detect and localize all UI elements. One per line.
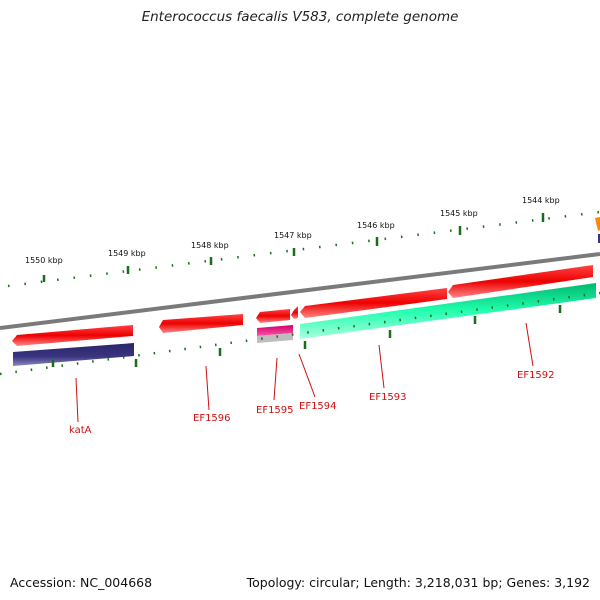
gene-labels: katA EF1596 EF1595 EF1594 EF1593 EF1592 [69,370,555,436]
kbp-label: 1547 kbp [274,231,312,240]
gene-ef1594-arrow[interactable] [291,306,298,319]
orf-orange-edge[interactable] [595,217,600,231]
outer-scale [7,210,600,288]
orf-teal-bar[interactable] [300,283,596,339]
gene-ef1596-arrow[interactable] [159,314,243,333]
leader-ef1596 [205,365,210,411]
gene-label-ef1594[interactable]: EF1594 [299,401,337,412]
leader-ef1595 [273,357,278,401]
forward-genes [12,265,593,346]
kbp-label: 1545 kbp [440,209,478,218]
kbp-label: 1548 kbp [191,241,229,250]
kbp-label: 1546 kbp [357,221,395,230]
gene-label-ef1596[interactable]: EF1596 [193,413,231,424]
leader-ef1593 [378,344,385,389]
gene-ef1593-arrow[interactable] [300,288,447,318]
kbp-labels: 1550 kbp 1549 kbp 1548 kbp 1547 kbp 1546… [25,196,560,265]
accession-text: Accession: NC_004668 [10,575,153,590]
orf-magenta-bar[interactable] [257,325,293,336]
kbp-label: 1549 kbp [108,249,146,258]
gene-label-ef1592[interactable]: EF1592 [517,370,555,381]
gene-label-ef1593[interactable]: EF1593 [369,392,407,403]
leader-ef1592 [525,322,534,367]
kbp-label: 1550 kbp [25,256,63,265]
topology-text: Topology: circular; Length: 3,218,031 bp… [246,575,590,590]
gene-ef1592-arrow[interactable] [448,265,593,298]
leader-kata [75,377,79,423]
outer-scale-dots [7,210,600,288]
gene-label-kata[interactable]: katA [69,425,92,436]
kbp-label: 1544 kbp [522,196,560,205]
map-title: Enterococcus faecalis V583, complete gen… [141,9,459,25]
orf-grey-bar[interactable] [257,333,293,343]
gene-label-ef1595[interactable]: EF1595 [256,405,294,416]
orf-navy-bar[interactable] [13,343,134,366]
gene-ef1595-arrow[interactable] [256,309,290,323]
inner-scale [0,291,600,376]
leader-ef1594 [298,353,316,398]
genome-backbone [0,252,600,330]
orf-features [13,217,600,366]
leader-lines [75,322,534,423]
gene-kata-arrow[interactable] [12,325,133,346]
